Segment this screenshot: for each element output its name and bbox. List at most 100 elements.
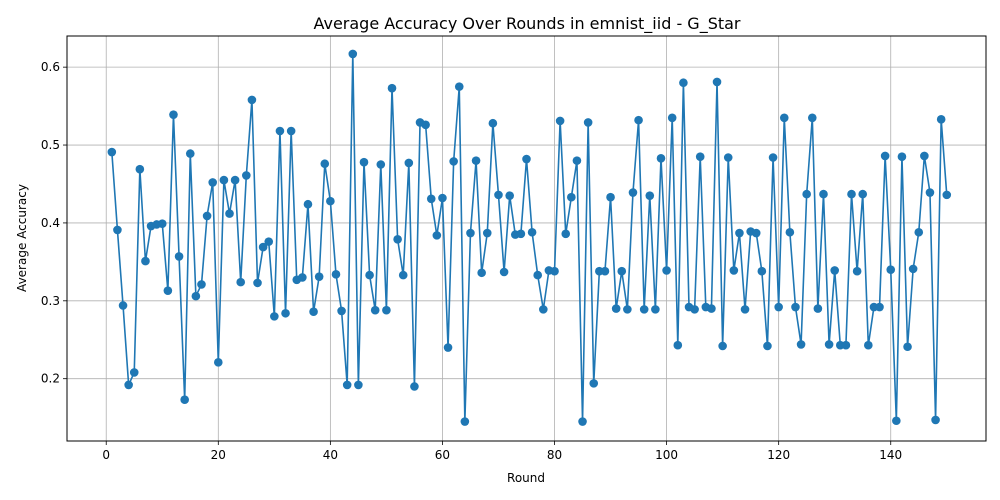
data-point [376,160,386,169]
data-point [326,196,335,206]
data-point [432,231,442,240]
data-point [129,368,139,377]
data-point [645,191,655,200]
data-point [723,153,733,162]
data-point [936,115,946,124]
data-point [124,380,133,390]
data-point [270,312,279,321]
data-point [539,305,548,314]
data-point [471,156,481,165]
data-point [920,151,929,161]
data-point [320,159,330,169]
data-point [903,342,912,352]
data-point [382,305,391,315]
x-tick-label: 120 [767,448,790,462]
y-tick-label: 0.6 [41,60,60,74]
data-point [398,270,408,280]
data-point [695,152,705,162]
y-axis-label: Average Accuracy [15,184,29,292]
data-point [258,242,268,252]
data-point [466,228,475,238]
data-point [735,228,744,238]
data-point [925,188,935,197]
x-axis: 0 20 40 60 80 100 120 140 [102,441,902,462]
data-point [426,194,436,204]
data-point [718,341,727,351]
series-layer [107,49,952,426]
data-point [309,307,318,317]
data-point [191,291,201,301]
x-axis-label: Round [507,471,545,485]
data-point [623,305,632,314]
data-point [841,340,851,350]
data-point [751,228,761,238]
x-tick-label: 80 [547,448,562,462]
data-point [796,340,806,349]
y-tick-label: 0.4 [41,216,60,230]
x-tick-label: 40 [323,448,338,462]
data-point [807,113,817,123]
data-point [298,273,307,282]
data-point [600,266,610,276]
data-point [163,286,173,295]
series-line [111,53,948,423]
data-point [185,149,195,158]
data-point [477,268,486,278]
data-point [791,302,800,312]
data-point [443,343,453,352]
data-point [354,380,363,390]
data-point [550,266,559,276]
chart-title: Average Accuracy Over Rounds in emnist_i… [313,14,740,34]
data-point [679,78,688,88]
data-point [421,120,430,130]
data-point [864,340,873,350]
data-point [656,153,666,163]
data-point [908,264,918,274]
data-point [247,95,257,105]
data-point [157,219,167,228]
data-point [482,228,492,238]
data-point [555,116,565,126]
data-point [561,229,571,239]
data-point [337,306,346,316]
data-point [275,126,285,136]
data-point [774,302,783,312]
data-point [253,278,262,288]
y-axis: 0.2 0.3 0.4 0.5 0.6 [41,60,67,386]
data-point [589,379,599,388]
data-point [606,192,615,202]
data-point [342,380,352,390]
y-tick-label: 0.5 [41,138,60,152]
data-point [830,266,839,275]
data-point [393,234,402,244]
data-point [914,227,924,237]
data-point [387,83,397,93]
data-point [499,267,509,277]
data-point [931,415,940,425]
data-point [729,266,739,275]
data-point [208,178,217,187]
data-point [454,82,464,91]
data-point [348,49,358,59]
data-point [567,192,576,202]
data-point [763,341,772,351]
data-point [141,256,150,266]
data-point [819,189,828,199]
data-point [314,272,324,281]
data-point [667,113,677,123]
data-point [578,417,587,426]
data-point [673,340,683,350]
data-point [230,175,240,185]
data-point [107,147,117,157]
x-tick-label: 0 [102,448,110,462]
x-tick-label: 140 [879,448,902,462]
data-point [768,153,778,162]
y-tick-label: 0.3 [41,294,60,308]
data-point [219,175,229,185]
data-point [852,266,862,276]
data-point [707,304,716,313]
data-point [533,270,543,280]
data-point [847,189,856,199]
data-point [113,225,122,235]
